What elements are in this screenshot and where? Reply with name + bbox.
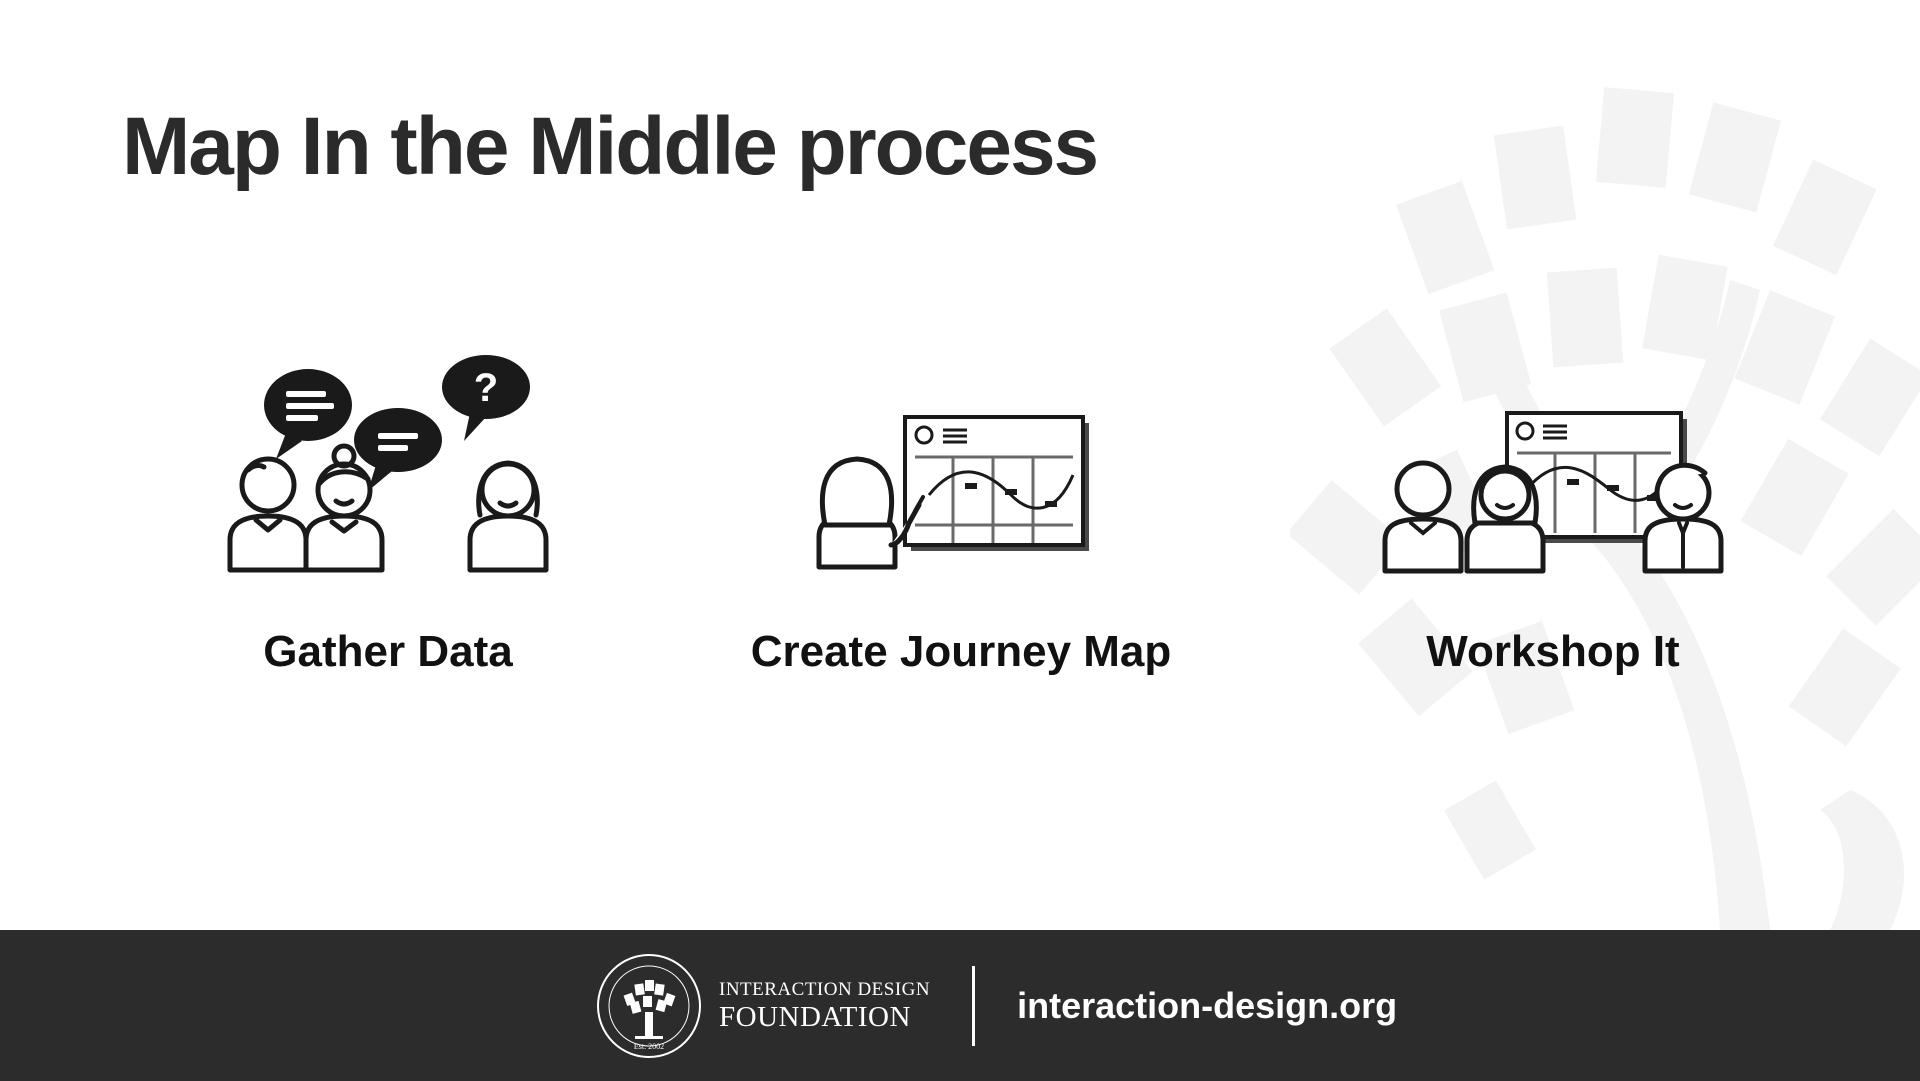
step-create-journey-map: Create Journey Map (701, 355, 1221, 677)
seal-est-text: Est. 2002 (634, 1042, 664, 1051)
website-link[interactable]: interaction-design.org (1017, 985, 1398, 1026)
tree-watermark (1290, 87, 1920, 930)
step-label: Create Journey Map (750, 627, 1172, 676)
idf-seal-logo: Est. 2002 (597, 954, 701, 1058)
footer-bar: Est. 2002 INTERACTION DESIGN FOUNDATION … (0, 930, 1920, 1081)
slide-title: Map In the Middle process (122, 101, 1099, 192)
svg-text:?: ? (474, 366, 498, 410)
org-name-line1: INTERACTION DESIGN (719, 979, 931, 1000)
step-label: Gather Data (263, 627, 513, 676)
person-whiteboard-icon (816, 415, 1089, 570)
footer-divider (972, 966, 976, 1046)
step-workshop-it: Workshop It (1293, 355, 1813, 677)
org-name-line2: FOUNDATION (719, 1001, 911, 1033)
team-whiteboard-icon (1382, 411, 1724, 574)
step-gather-data: ? Gather Data (128, 355, 648, 677)
people-talking-icon: ? (227, 355, 549, 573)
org-name: INTERACTION DESIGN FOUNDATION (719, 980, 930, 1032)
step-label: Workshop It (1426, 627, 1680, 676)
footer-branding: Est. 2002 INTERACTION DESIGN FOUNDATION … (595, 952, 1397, 1060)
